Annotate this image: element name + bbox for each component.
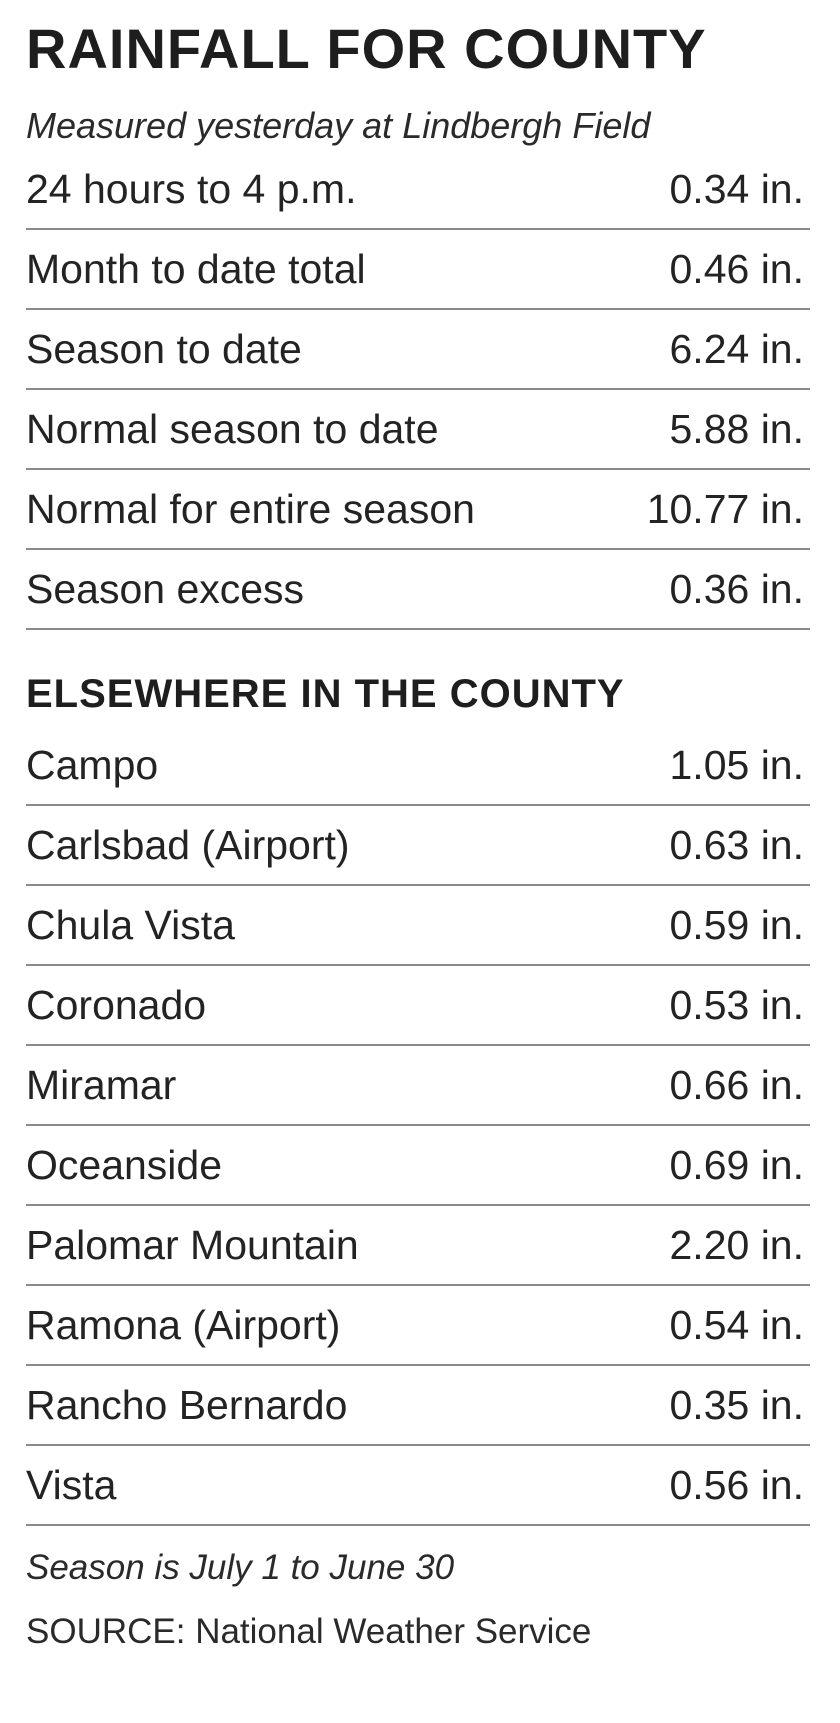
location-name: Coronado [26,981,207,1028]
table-row: Rancho Bernardo 0.35 in. [26,1366,810,1446]
rainfall-table: RAINFALL FOR COUNTY Measured yesterday a… [26,0,810,1660]
location-value: 0.63 in. [669,821,805,868]
location-name: Rancho Bernardo [26,1381,348,1428]
table-row: Normal season to date 5.88 in. [26,390,810,470]
table-row: Carlsbad (Airport) 0.63 in. [26,806,810,886]
table-row: Month to date total 0.46 in. [26,230,810,310]
source-credit: SOURCE: National Weather Service [26,1612,592,1651]
location-name: Palomar Mountain [26,1221,359,1268]
row-label: Season to date [26,325,302,372]
row-label: Month to date total [26,245,366,292]
table-row: Palomar Mountain 2.20 in. [26,1206,810,1286]
main-rows: 24 hours to 4 p.m. 0.34 in. Month to dat… [26,150,810,630]
location-name: Oceanside [26,1141,223,1188]
table-row: Coronado 0.53 in. [26,966,810,1046]
table-row: 24 hours to 4 p.m. 0.34 in. [26,150,810,230]
row-value: 5.88 in. [669,405,805,452]
location-name: Ramona (Airport) [26,1301,341,1348]
table-row: Vista 0.56 in. [26,1446,810,1526]
location-value: 1.05 in. [669,741,805,788]
table-row: Ramona (Airport) 0.54 in. [26,1286,810,1366]
row-value: 0.34 in. [669,165,805,212]
location-value: 2.20 in. [669,1221,805,1268]
location-name: Carlsbad (Airport) [26,821,350,868]
location-name: Chula Vista [26,901,235,948]
subtitle: Measured yesterday at Lindbergh Field [26,105,651,146]
row-value: 6.24 in. [669,325,805,372]
table-row: Season to date 6.24 in. [26,310,810,390]
table-row: Chula Vista 0.59 in. [26,886,810,966]
location-name: Vista [26,1461,117,1508]
location-value: 0.35 in. [669,1381,805,1428]
row-label: 24 hours to 4 p.m. [26,165,357,212]
row-label: Normal for entire season [26,485,475,532]
location-value: 0.54 in. [669,1301,805,1348]
location-name: Miramar [26,1061,177,1108]
location-rows: Campo 1.05 in. Carlsbad (Airport) 0.63 i… [26,726,810,1526]
table-row: Miramar 0.66 in. [26,1046,810,1126]
page-title: RAINFALL FOR COUNTY [26,17,707,80]
location-value: 0.66 in. [669,1061,805,1108]
row-value: 10.77 in. [646,485,804,532]
row-label: Season excess [26,565,305,612]
table-row: Normal for entire season 10.77 in. [26,470,810,550]
row-label: Normal season to date [26,405,439,452]
section-heading: ELSEWHERE IN THE COUNTY [26,672,625,716]
location-value: 0.59 in. [669,901,805,948]
location-name: Campo [26,741,159,788]
table-row: Season excess 0.36 in. [26,550,810,630]
table-row: Oceanside 0.69 in. [26,1126,810,1206]
location-value: 0.69 in. [669,1141,805,1188]
row-value: 0.36 in. [669,565,805,612]
location-value: 0.53 in. [669,981,805,1028]
row-value: 0.46 in. [669,245,805,292]
location-value: 0.56 in. [669,1461,805,1508]
table-row: Campo 1.05 in. [26,726,810,806]
season-footnote: Season is July 1 to June 30 [26,1548,455,1587]
